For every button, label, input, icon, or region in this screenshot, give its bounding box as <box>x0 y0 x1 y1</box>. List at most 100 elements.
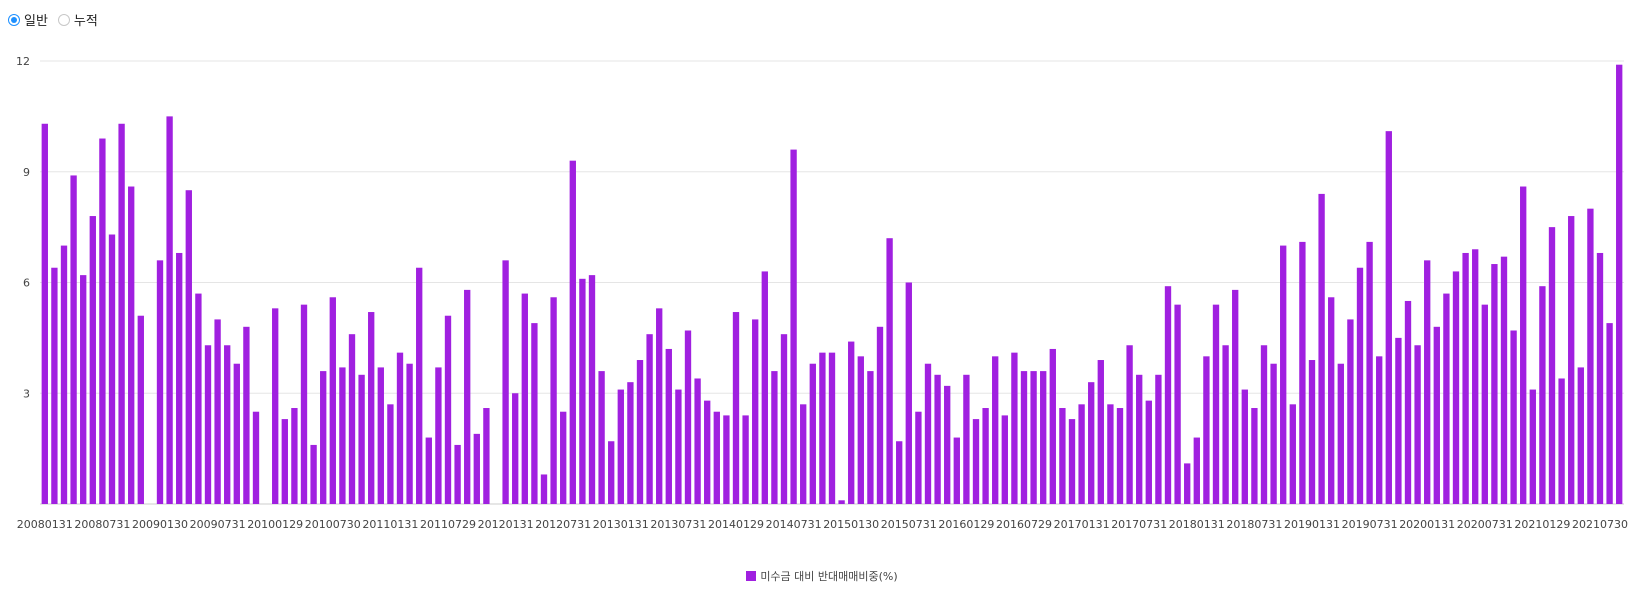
bar[interactable] <box>70 175 77 505</box>
bar[interactable] <box>1212 304 1220 504</box>
bar[interactable] <box>108 234 116 504</box>
bar[interactable] <box>396 352 404 504</box>
bar[interactable] <box>272 308 279 504</box>
bar[interactable] <box>1145 400 1152 504</box>
bar[interactable] <box>1232 289 1239 504</box>
bar[interactable] <box>435 367 442 504</box>
bar[interactable] <box>310 444 317 504</box>
bar[interactable] <box>348 334 356 504</box>
bar[interactable] <box>377 367 384 504</box>
bar[interactable] <box>1433 326 1440 504</box>
bar[interactable] <box>704 400 711 504</box>
bar[interactable] <box>588 275 596 504</box>
bar[interactable] <box>1491 264 1498 504</box>
bar[interactable] <box>1126 345 1133 504</box>
bar[interactable] <box>1011 352 1018 504</box>
bar[interactable] <box>185 190 192 505</box>
bar[interactable] <box>521 293 528 504</box>
bar[interactable] <box>1510 330 1517 504</box>
bar[interactable] <box>1385 131 1392 504</box>
bar[interactable] <box>1318 193 1325 504</box>
bar[interactable] <box>1481 304 1488 504</box>
bar[interactable] <box>1414 345 1421 504</box>
bar[interactable] <box>1270 363 1277 504</box>
bar[interactable] <box>800 404 807 504</box>
bar[interactable] <box>166 116 173 504</box>
bar[interactable] <box>1136 374 1143 504</box>
bar[interactable] <box>876 326 884 504</box>
bar[interactable] <box>1078 404 1085 504</box>
bar[interactable] <box>1395 337 1402 504</box>
bar[interactable] <box>300 304 308 504</box>
bar[interactable] <box>156 260 164 504</box>
bar[interactable] <box>425 437 432 504</box>
bar[interactable] <box>905 282 912 505</box>
bar[interactable] <box>243 326 250 504</box>
bar[interactable] <box>1347 319 1354 504</box>
bar[interactable] <box>1164 286 1172 504</box>
bar[interactable] <box>1059 408 1066 504</box>
bar[interactable] <box>1260 345 1268 504</box>
bar[interactable] <box>1308 360 1316 504</box>
bar[interactable] <box>569 160 576 505</box>
bar[interactable] <box>684 330 692 504</box>
bar[interactable] <box>1472 249 1479 504</box>
bar[interactable] <box>694 378 701 504</box>
bar[interactable] <box>896 441 903 504</box>
bar[interactable] <box>252 411 260 504</box>
bar[interactable] <box>473 433 480 504</box>
bar[interactable] <box>1424 260 1431 504</box>
bar[interactable] <box>358 374 365 504</box>
bar[interactable] <box>1289 404 1296 504</box>
bar[interactable] <box>617 389 624 504</box>
bar[interactable] <box>195 293 202 504</box>
bar[interactable] <box>1606 323 1613 504</box>
bar[interactable] <box>1001 415 1008 504</box>
bar[interactable] <box>531 323 538 504</box>
bar[interactable] <box>560 411 567 504</box>
radio-normal[interactable]: 일반 <box>8 10 48 29</box>
bar[interactable] <box>713 411 720 504</box>
bar[interactable] <box>1299 241 1306 504</box>
bar[interactable] <box>627 382 634 504</box>
bar[interactable] <box>1241 389 1248 504</box>
bar[interactable] <box>1030 371 1037 504</box>
bar[interactable] <box>80 275 87 504</box>
bar[interactable] <box>454 444 461 504</box>
bar[interactable] <box>118 123 125 504</box>
bar[interactable] <box>444 315 452 504</box>
bar[interactable] <box>1366 241 1373 504</box>
bar[interactable] <box>924 363 932 504</box>
bar[interactable] <box>1116 408 1124 504</box>
bar[interactable] <box>1452 271 1460 504</box>
bar[interactable] <box>1049 348 1056 504</box>
bar[interactable] <box>1587 208 1594 504</box>
bar[interactable] <box>1097 360 1104 504</box>
bar[interactable] <box>867 371 874 504</box>
bar[interactable] <box>752 319 759 504</box>
bar[interactable] <box>665 348 672 504</box>
bar[interactable] <box>675 389 682 504</box>
bar[interactable] <box>1280 245 1287 505</box>
bar[interactable] <box>387 404 394 504</box>
bar[interactable] <box>483 408 490 504</box>
bar[interactable] <box>598 371 605 504</box>
bar[interactable] <box>406 363 413 504</box>
bar[interactable] <box>1376 356 1383 504</box>
bar[interactable] <box>972 419 980 504</box>
bar[interactable] <box>512 393 519 504</box>
bar[interactable] <box>416 267 423 504</box>
bar[interactable] <box>656 308 663 504</box>
bar[interactable] <box>915 411 922 504</box>
bar[interactable] <box>723 415 730 504</box>
bar[interactable] <box>137 315 144 504</box>
bar[interactable] <box>771 371 778 504</box>
radio-cumulative[interactable]: 누적 <box>57 10 98 29</box>
bar[interactable] <box>41 123 48 504</box>
bar[interactable] <box>464 289 471 504</box>
bar[interactable] <box>742 415 749 504</box>
bar[interactable] <box>1520 186 1527 504</box>
bar[interactable] <box>1539 286 1546 504</box>
bar[interactable] <box>963 374 970 504</box>
bar[interactable] <box>857 356 864 504</box>
